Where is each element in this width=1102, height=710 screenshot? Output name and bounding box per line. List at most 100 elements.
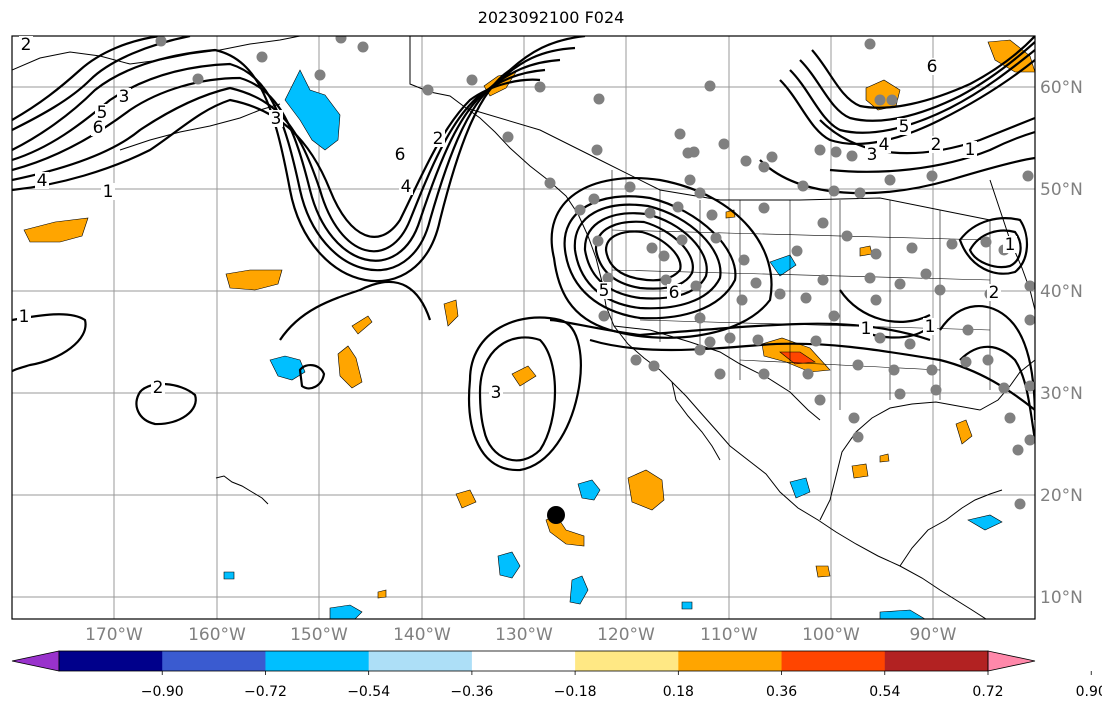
station-dot: [1024, 314, 1035, 326]
station-dot: [694, 187, 706, 199]
station-dot: [846, 150, 858, 162]
contour-label-bg: [925, 58, 939, 75]
station-dot: [817, 217, 829, 229]
blue-shade-region: [569, 575, 589, 605]
contour-label: 6: [927, 57, 938, 77]
longitude-label: 120°W: [597, 625, 655, 645]
colorbar-tick-label: 0.72: [972, 684, 1003, 700]
orange-shade-region: [455, 489, 477, 509]
orange-shade-region: [815, 565, 831, 578]
station-dot: [357, 41, 369, 53]
station-dot: [870, 248, 882, 260]
station-dot: [588, 193, 600, 205]
station-dot: [466, 74, 478, 86]
orange-shade-region: [955, 419, 973, 445]
contour-label: 1: [965, 140, 976, 160]
canada-border: [465, 107, 991, 221]
station-dot: [644, 207, 656, 219]
hawaii-islands: [215, 475, 269, 505]
contour-label: 2: [153, 378, 164, 398]
station-dot: [592, 235, 604, 247]
station-dot: [980, 236, 992, 248]
contour-label-bg: [269, 110, 283, 127]
colorbar-segment: [884, 651, 989, 671]
station-dot: [660, 274, 672, 286]
station-dot: [870, 294, 882, 306]
station-dot: [884, 174, 896, 186]
colorbar-min-extend: [11, 650, 60, 672]
contour-label: 3: [271, 109, 282, 129]
contour-label-bg: [489, 384, 503, 401]
station-dot: [810, 335, 822, 347]
contour-label-bg: [897, 118, 911, 135]
contour-label-bg: [667, 284, 681, 301]
contour-label-bg: [597, 282, 611, 299]
contour-label: 1: [925, 317, 936, 337]
contour-label-bg: [117, 88, 131, 105]
contour-label: 1: [1005, 235, 1016, 255]
station-dot: [852, 359, 864, 371]
contour-label: 3: [491, 383, 502, 403]
blue-shade-region: [681, 601, 693, 610]
colorbar-segment: [265, 651, 370, 671]
map-title: 2023092100 F024: [477, 8, 625, 27]
blue-shade-region: [879, 609, 926, 619]
station-dot: [830, 146, 842, 158]
contour-label-bg: [101, 183, 115, 200]
contour-label-bg: [35, 172, 49, 189]
colorbar-tick-label: 0.90: [1076, 684, 1102, 700]
station-dot: [694, 344, 706, 356]
colorbar-segment: [781, 651, 886, 671]
contour-label-bg: [399, 178, 413, 195]
contour-label: 2: [931, 135, 942, 155]
station-dot: [886, 94, 898, 106]
contour-label-bg: [987, 284, 1001, 301]
station-dot: [624, 181, 636, 193]
station-dot: [766, 151, 778, 163]
colorbar-tick-label: 0.54: [869, 684, 900, 700]
blue-shade-region: [223, 571, 235, 580]
colorbar-tick-label: 0.18: [663, 684, 694, 700]
contour-label-bg: [19, 36, 33, 53]
station-dot: [814, 394, 826, 406]
colorbar-segment: [471, 651, 576, 671]
orange-shade-region: [443, 299, 459, 327]
contour-label-bg: [151, 379, 165, 396]
contour-label-bg: [17, 308, 31, 325]
station-dot: [791, 245, 803, 257]
station-dot: [934, 284, 946, 296]
station-dot: [841, 230, 853, 242]
station-dot: [962, 324, 974, 336]
contour-label: 6: [395, 145, 406, 165]
contour-label-bg: [929, 136, 943, 153]
station-dot: [724, 332, 736, 344]
station-dot: [750, 277, 762, 289]
colorbar-frame: [58, 650, 989, 672]
colorbar-tick-label: −0.36: [450, 684, 493, 700]
yucatan-coastline: [899, 489, 1003, 567]
station-dot: [800, 292, 812, 304]
orange-shade-region: [377, 589, 387, 599]
station-dot: [946, 238, 958, 250]
station-dot: [738, 254, 750, 266]
orange-shade-region: [337, 345, 363, 389]
station-dot: [864, 272, 876, 284]
longitude-label: 170°W: [85, 625, 143, 645]
blue-shade-region: [769, 254, 797, 277]
north-america-coastline: [409, 36, 987, 619]
station-dot: [574, 204, 586, 216]
station-dot: [926, 364, 938, 376]
colorbar-segment: [678, 651, 783, 671]
station-markers: [155, 36, 1035, 510]
contour-label-bg: [431, 130, 445, 147]
blue-shade-region: [577, 479, 601, 501]
contour-label-bg: [963, 141, 977, 158]
contour-label: 5: [899, 117, 910, 137]
colorbar-segment: [162, 651, 266, 671]
baja-coastline: [671, 381, 721, 461]
longitude-label: 110°W: [700, 625, 758, 645]
station-dot: [593, 93, 605, 105]
station-dot: [1024, 380, 1035, 392]
colorbar-tick-label: −0.18: [554, 684, 597, 700]
orange-shade-region: [511, 365, 537, 387]
